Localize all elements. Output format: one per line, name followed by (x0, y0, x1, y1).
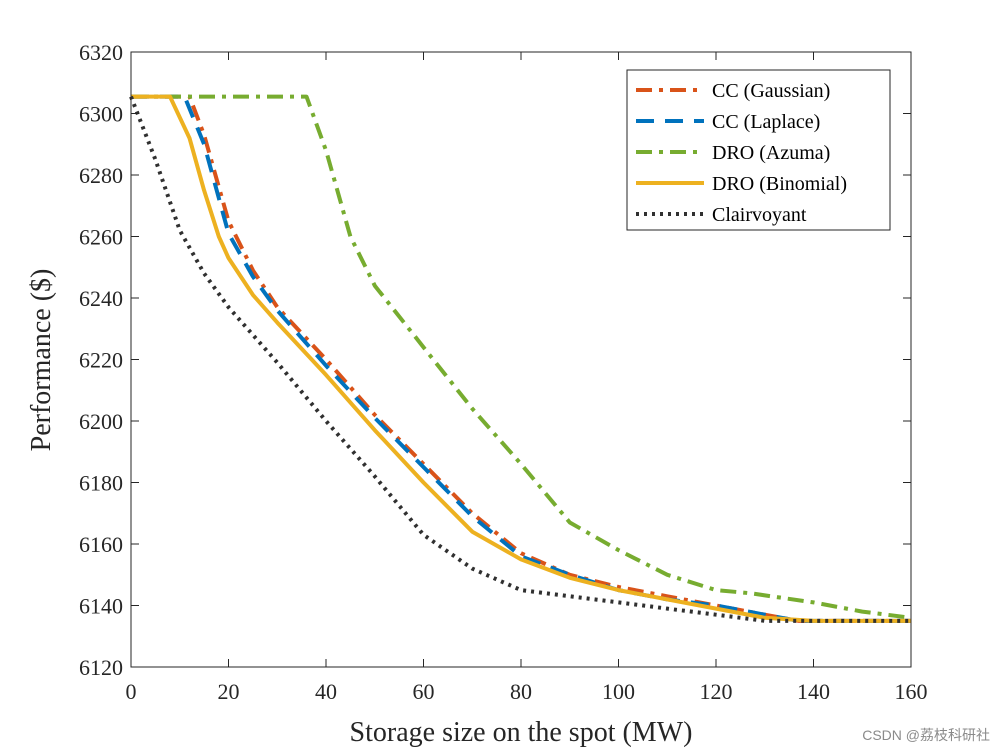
legend-label: DRO (Azuma) (712, 142, 830, 164)
y-tick-label: 6320 (79, 40, 123, 65)
y-tick-label: 6120 (79, 655, 123, 680)
y-tick-label: 6260 (79, 225, 123, 250)
y-tick-label: 6300 (79, 102, 123, 127)
legend-entry: CC (Gaussian) (636, 80, 830, 102)
y-tick-label: 6180 (79, 471, 123, 496)
x-tick-label: 0 (126, 679, 137, 704)
series-layer (129, 94, 912, 623)
legend-entry: DRO (Azuma) (636, 142, 830, 164)
y-tick-label: 6160 (79, 532, 123, 557)
x-tick-label: 140 (797, 679, 830, 704)
legend-entry: CC (Laplace) (636, 111, 820, 133)
legend-label: Clairvoyant (712, 204, 807, 226)
legend-entry: DRO (Binomial) (636, 173, 847, 195)
legend-label: CC (Gaussian) (712, 80, 830, 102)
x-tick-label: 120 (700, 679, 733, 704)
series-line-3 (131, 94, 912, 620)
tick-layer: 0 20 40 60 80 100 120 140 160 6120 6140 6160 6180 620… (79, 40, 928, 704)
legend-entry: Clairvoyant (636, 204, 807, 226)
x-tick-label: 40 (315, 679, 337, 704)
y-tick-label: 6140 (79, 594, 123, 619)
legend-entries: CC (Gaussian) CC (Laplace) DRO (Azuma) DRO … (636, 80, 847, 226)
y-tick-label: 6240 (79, 286, 123, 311)
x-tick-label: 100 (602, 679, 635, 704)
x-axis-label: Storage size on the spot (MW) (350, 717, 693, 748)
legend: CC (Gaussian) CC (Laplace) DRO (Azuma) DRO … (626, 69, 891, 231)
legend-label: CC (Laplace) (712, 111, 820, 133)
x-tick-label: 160 (895, 679, 928, 704)
watermark-text: CSDN @荔枝科研社 (862, 727, 990, 743)
x-tick-label: 60 (413, 679, 435, 704)
y-axis-label: Performance ($) (26, 269, 57, 452)
y-tick-label: 6280 (79, 163, 123, 188)
x-tick-label: 80 (510, 679, 532, 704)
plot-area: 0 20 40 60 80 100 120 140 160 6120 6140 6160 6180 620… (79, 40, 928, 704)
series-line-5 (129, 95, 911, 623)
y-tick-label: 6200 (79, 409, 123, 434)
y-tick-label: 6220 (79, 348, 123, 373)
series-line-4 (131, 94, 911, 623)
legend-label: DRO (Binomial) (712, 173, 847, 195)
x-tick-label: 20 (218, 679, 240, 704)
